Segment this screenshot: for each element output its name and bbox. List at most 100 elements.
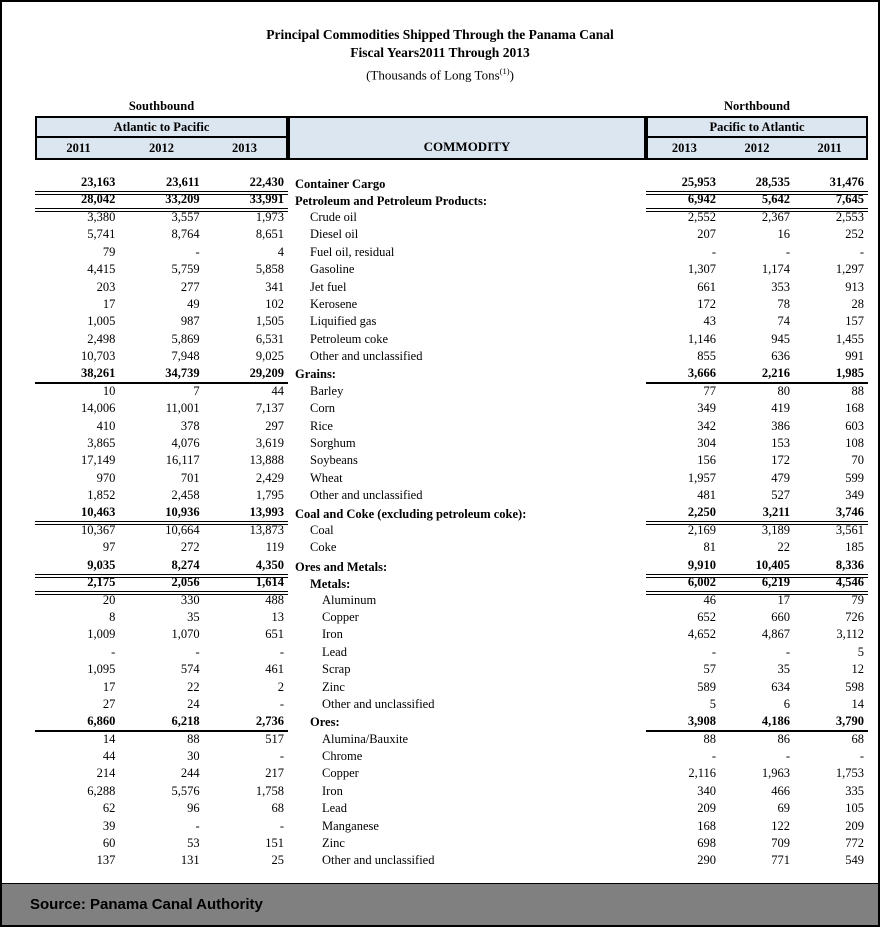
value-cell: 214 [96, 766, 116, 781]
value-cell: 855 [697, 349, 716, 364]
value-cell: 5,642 [761, 192, 790, 207]
title-line-3: (Thousands of Long Tons(1)) [2, 62, 878, 84]
northbound-values: 156 172 70 [646, 452, 868, 469]
northbound-values: 77 80 88 [646, 383, 868, 400]
value-cell: 2,458 [171, 488, 200, 503]
southbound-values: 970 701 2,429 [35, 470, 288, 487]
northbound-values: 1,957 479 599 [646, 470, 868, 487]
value-cell: 1,095 [87, 662, 116, 677]
value-cell: 13,873 [249, 523, 284, 537]
value-cell: 6,531 [255, 331, 284, 346]
value-cell: 96 [187, 801, 200, 816]
value-cell: 5,858 [255, 262, 284, 277]
commodity-label: Gasoline [310, 262, 355, 277]
value-cell: 335 [845, 783, 864, 798]
southbound-values: 14 88 517 [35, 731, 288, 748]
southbound-values: 23,163 23,611 22,430 [35, 174, 288, 195]
value-cell: 217 [265, 766, 284, 781]
southbound-values: 10,367 10,664 13,873 [35, 522, 288, 539]
value-cell: 2 [277, 679, 284, 694]
commodity-label: Diesel oil [310, 227, 359, 242]
value-cell: 80 [777, 383, 791, 398]
value-cell: - [279, 818, 284, 833]
value-cell: 57 [703, 662, 717, 677]
value-cell: 1,614 [255, 574, 284, 589]
value-cell: 44 [271, 383, 285, 398]
value-cell: 157 [845, 314, 864, 329]
northbound-header-box: Pacific to Atlantic 2013 2012 2011 [646, 116, 868, 160]
value-cell: 209 [697, 801, 716, 816]
value-cell: 172 [771, 453, 790, 468]
value-cell: 1,753 [835, 766, 864, 781]
value-cell: 9,910 [687, 557, 716, 572]
table-row: 39 - - Manganese 168 122 209 [2, 817, 878, 834]
value-cell: 1,070 [171, 627, 200, 642]
table-row: 97 272 119 Coke 81 22 185 [2, 539, 878, 556]
value-cell: 10 [102, 383, 116, 398]
value-cell: 209 [845, 818, 864, 833]
southbound-values: 203 277 341 [35, 278, 288, 295]
value-cell: 1,174 [761, 262, 790, 277]
value-cell: - [785, 644, 790, 659]
value-cell: 31,476 [829, 175, 864, 189]
value-cell: 88 [703, 731, 717, 746]
value-cell: 4 [277, 244, 284, 259]
southbound-values: 1,095 574 461 [35, 661, 288, 678]
northbound-values: 349 419 168 [646, 400, 868, 417]
table-row: 14,006 11,001 7,137 Corn 349 419 168 [2, 400, 878, 417]
value-cell: 17 [102, 679, 116, 694]
value-cell: 3,561 [835, 523, 864, 537]
value-cell: 34,739 [165, 366, 200, 381]
value-cell: 2,116 [688, 766, 716, 781]
commodity-label: Iron [322, 627, 343, 642]
value-cell: 30 [187, 749, 200, 764]
value-cell: 49 [187, 296, 200, 311]
value-cell: 527 [771, 488, 790, 503]
northbound-values: 652 660 726 [646, 609, 868, 626]
value-cell: 38,261 [80, 366, 116, 381]
title-line-3-text: (Thousands of Long Tons [366, 67, 500, 83]
value-cell: 598 [845, 679, 864, 694]
northbound-values: 698 709 772 [646, 835, 868, 852]
table-row: 3,865 4,076 3,619 Sorghum 304 153 108 [2, 435, 878, 452]
southbound-values: 60 53 151 [35, 835, 288, 852]
value-cell: 25,953 [681, 175, 716, 189]
table-row: 10 7 44 Barley 77 80 88 [2, 383, 878, 400]
commodity-label: Lead [322, 801, 347, 816]
value-cell: 330 [180, 592, 200, 607]
value-cell: 517 [265, 731, 284, 746]
value-cell: 10,703 [80, 349, 116, 364]
value-cell: - [111, 644, 116, 659]
value-cell: 3,746 [835, 505, 864, 520]
value-cell: - [785, 749, 790, 764]
value-cell: - [195, 244, 200, 259]
table-row: 23,163 23,611 22,430 Container Cargo 25,… [2, 174, 878, 195]
table-row: 203 277 341 Jet fuel 661 353 913 [2, 278, 878, 295]
value-cell: 70 [851, 453, 865, 468]
value-cell: 35 [187, 609, 200, 624]
value-cell: 378 [180, 418, 200, 433]
commodity-label: Soybeans [310, 453, 358, 468]
commodity-label: Sorghum [310, 436, 356, 451]
value-cell: 304 [697, 436, 716, 451]
value-cell: 2,169 [687, 523, 716, 537]
value-cell: 3,666 [687, 366, 716, 381]
value-cell: 2,552 [687, 209, 716, 224]
commodity-label: Zinc [322, 836, 345, 851]
value-cell: 599 [845, 470, 864, 485]
value-cell: 772 [845, 836, 864, 851]
northbound-values: 57 35 12 [646, 661, 868, 678]
commodity-label: Petroleum and Petroleum Products: [295, 194, 487, 209]
table-row: 17 49 102 Kerosene 172 78 28 [2, 296, 878, 313]
southbound-values: 28,042 33,209 33,991 [35, 191, 288, 213]
value-cell: - [279, 749, 284, 764]
value-cell: 2,367 [761, 209, 790, 224]
value-cell: 277 [180, 279, 200, 294]
southbound-values: 10,703 7,948 9,025 [35, 348, 288, 365]
southbound-values: 39 - - [35, 817, 288, 834]
value-cell: 9,035 [87, 557, 116, 572]
northbound-values: 172 78 28 [646, 296, 868, 313]
table-row: 2,498 5,869 6,531 Petroleum coke 1,146 9… [2, 331, 878, 348]
value-cell: 28,042 [80, 192, 116, 207]
commodity-label: Alumina/Bauxite [322, 731, 409, 746]
